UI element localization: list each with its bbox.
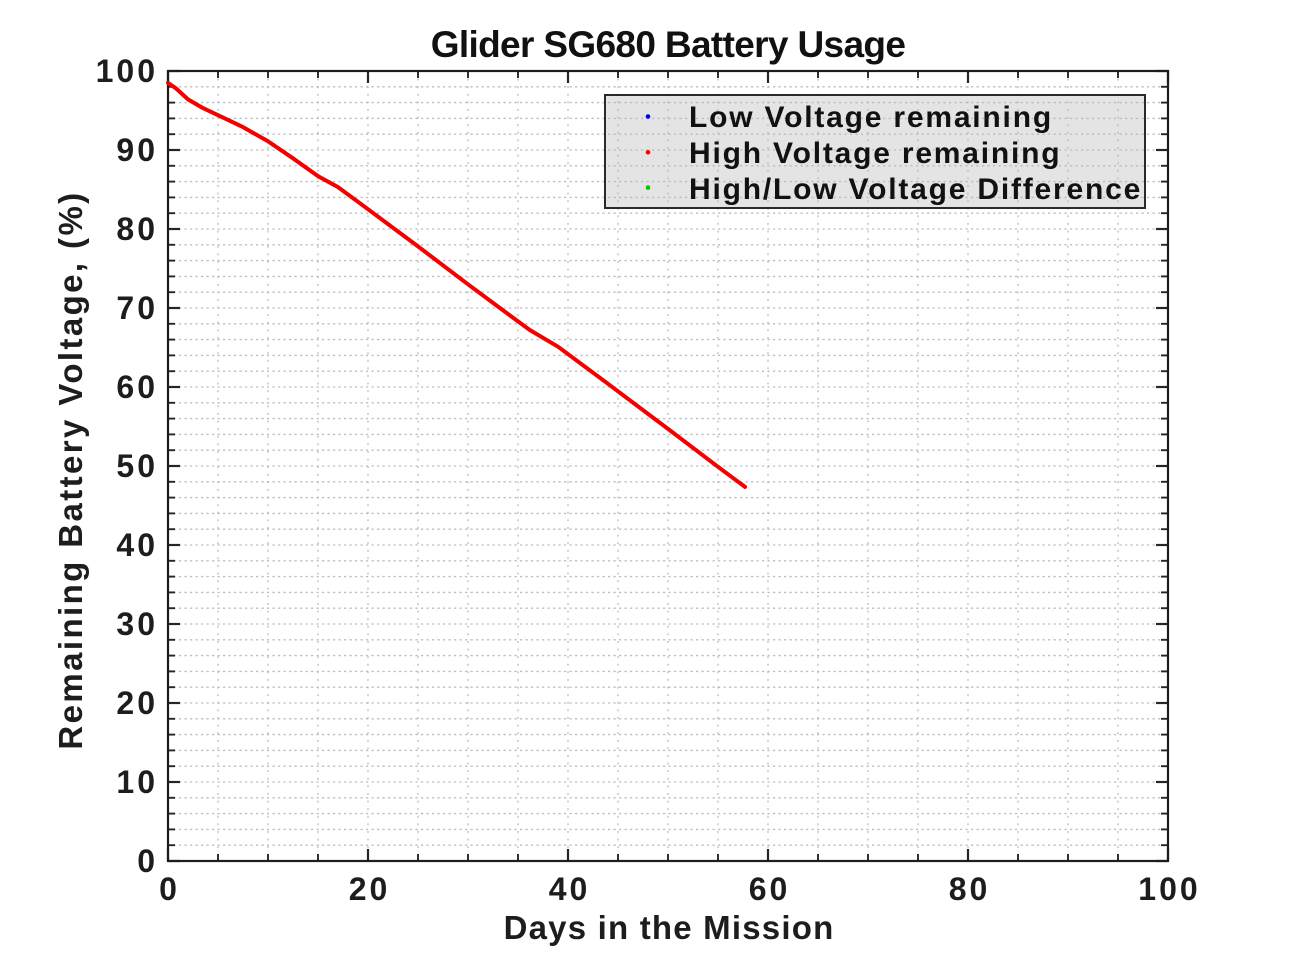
svg-text:100: 100 [96, 53, 158, 89]
svg-text:60: 60 [749, 871, 791, 907]
svg-text:High/Low Voltage Difference: High/Low Voltage Difference [689, 173, 1142, 206]
svg-text:0: 0 [137, 843, 158, 879]
svg-text:60: 60 [116, 369, 158, 405]
svg-text:80: 80 [949, 871, 991, 907]
svg-text:Days in the Mission: Days in the Mission [504, 909, 835, 946]
svg-text:90: 90 [116, 132, 158, 168]
svg-text:40: 40 [549, 871, 591, 907]
svg-text:40: 40 [116, 527, 158, 563]
svg-text:20: 20 [349, 871, 391, 907]
svg-text:Low Voltage remaining: Low Voltage remaining [689, 101, 1053, 134]
svg-text:30: 30 [116, 606, 158, 642]
svg-text:0: 0 [159, 871, 180, 907]
svg-text:High Voltage remaining: High Voltage remaining [689, 137, 1061, 170]
svg-text:80: 80 [116, 211, 158, 247]
svg-text:100: 100 [1138, 871, 1200, 907]
svg-text:Remaining Battery Voltage, (%): Remaining Battery Voltage, (%) [52, 190, 89, 749]
svg-text:70: 70 [116, 290, 158, 326]
svg-text:20: 20 [116, 685, 158, 721]
svg-text:Glider SG680 Battery Usage: Glider SG680 Battery Usage [431, 24, 906, 65]
svg-text:10: 10 [116, 764, 158, 800]
svg-text:50: 50 [116, 448, 158, 484]
